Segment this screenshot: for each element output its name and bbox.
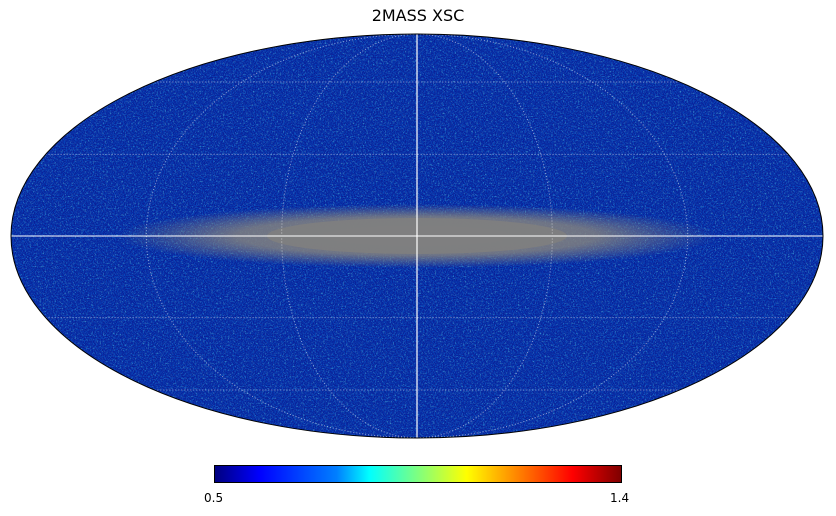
colorbar-min-label: 0.5 <box>204 491 224 505</box>
map-outline <box>10 33 824 439</box>
colorbar <box>214 465 622 483</box>
mollweide-sky-map <box>10 33 824 439</box>
chart-title: 2MASS XSC <box>371 6 465 25</box>
colorbar-max-label: 1.4 <box>610 491 630 505</box>
